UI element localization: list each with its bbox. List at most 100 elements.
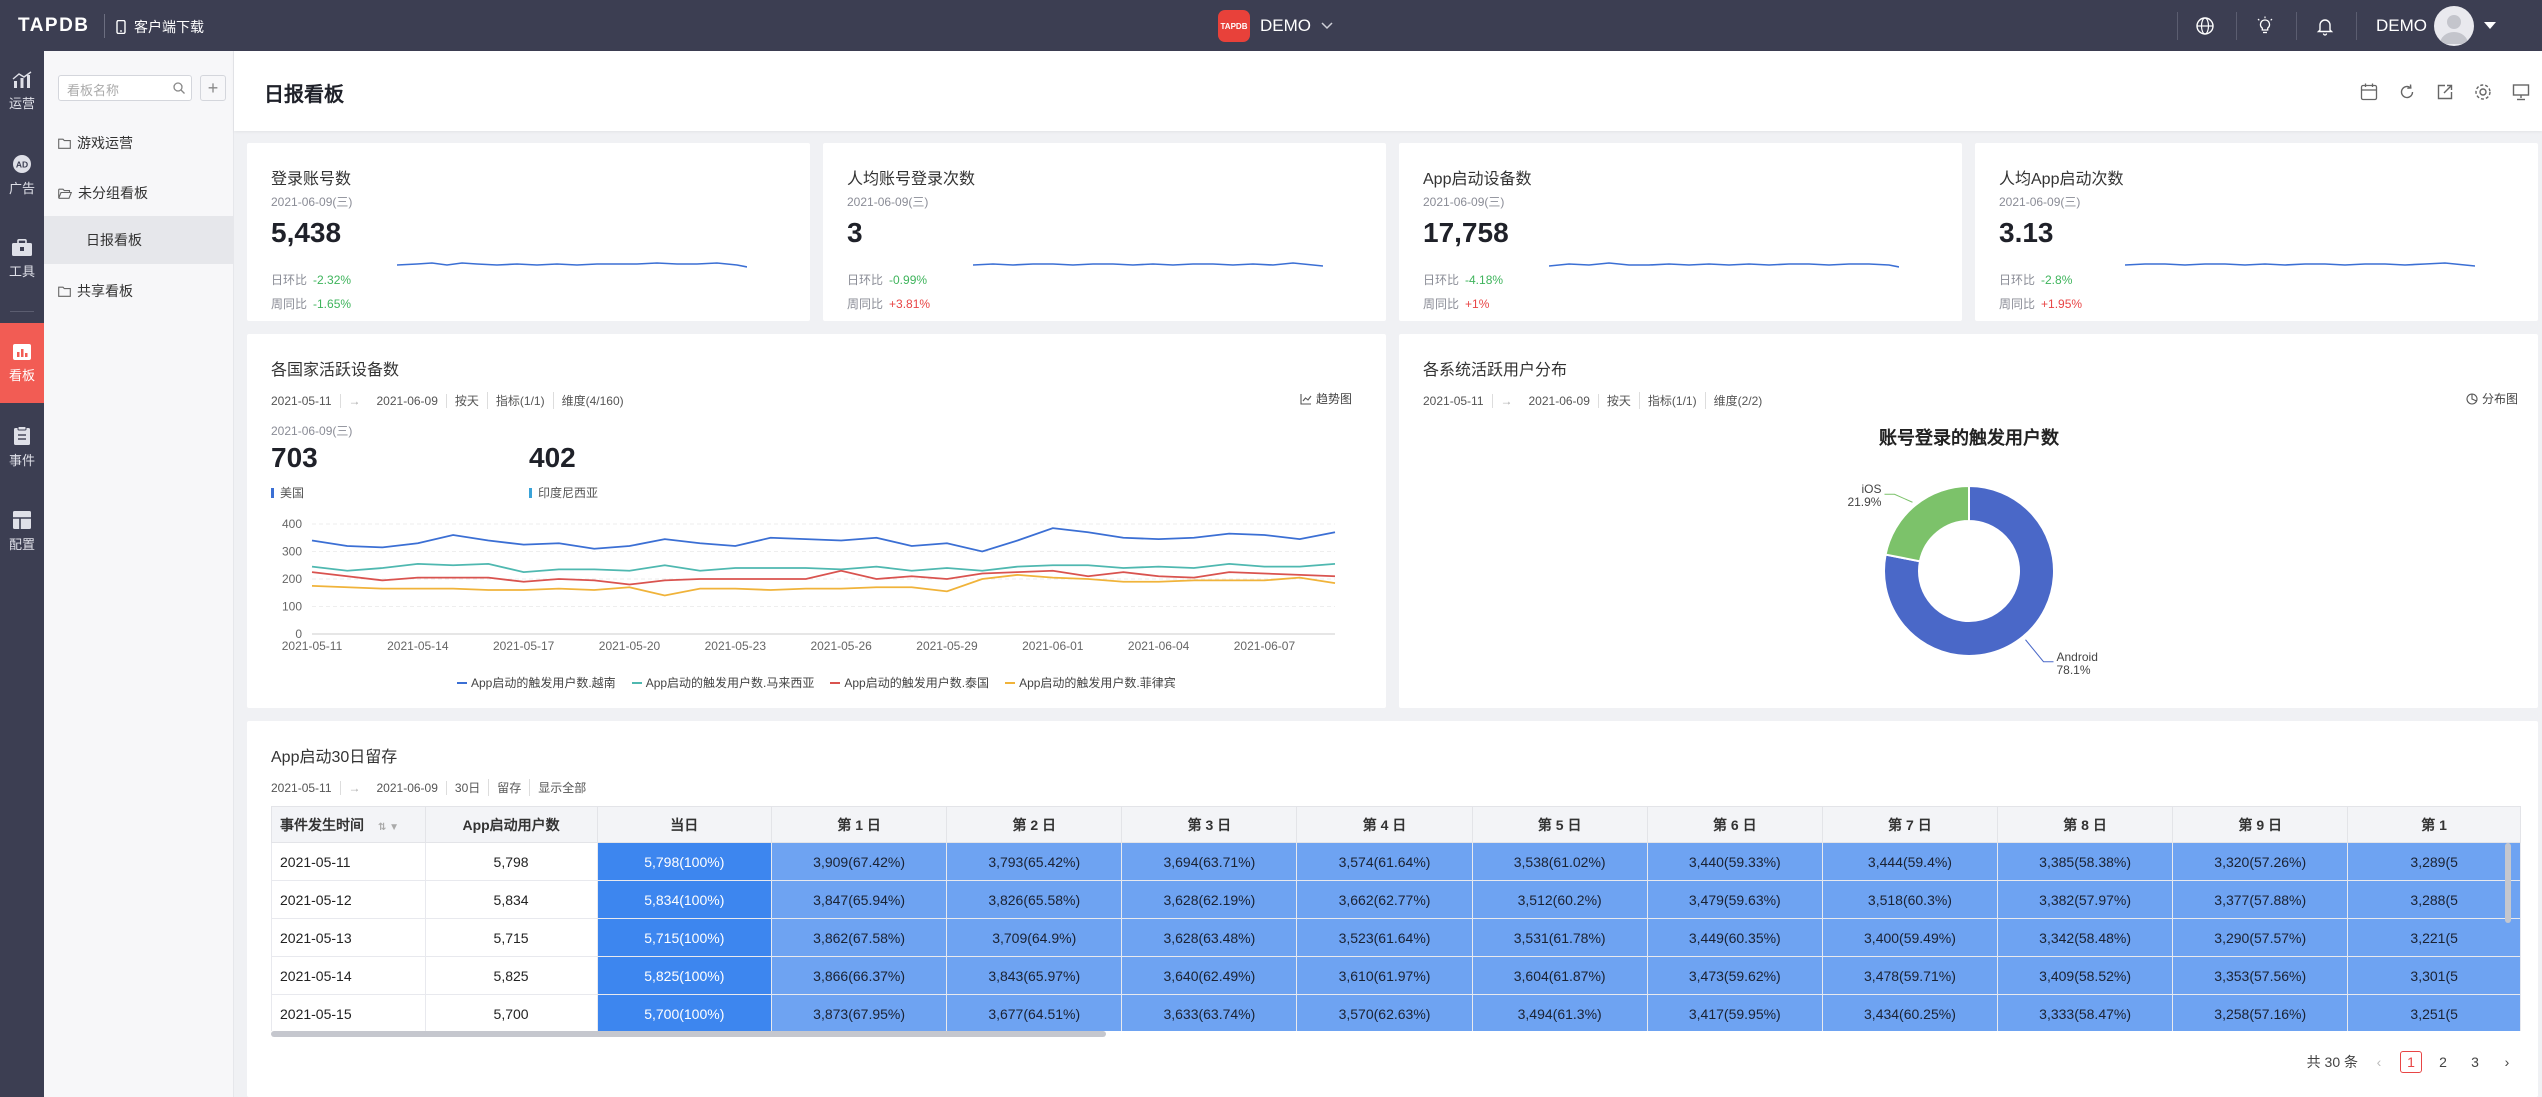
add-board-button[interactable]: + (200, 75, 226, 101)
highlight-value: 402 (529, 442, 576, 473)
y-tick-label: 300 (282, 545, 302, 559)
kpi-date: 2021-06-09(三) (1423, 195, 1505, 209)
pie-title: 账号登录的触发用户数 (1879, 427, 2060, 448)
cell-retention: 3,604(61.87%) (1471, 956, 1648, 995)
user-name[interactable]: DEMO (2376, 16, 2427, 35)
filter-bar: 2021-05-11 → 2021-06-09 按天 指标(1/1) 维度(4/… (271, 392, 632, 409)
legend-item[interactable]: App启动的触发用户数.马来西亚 (631, 674, 814, 691)
vertical-scrollbar[interactable] (2505, 843, 2511, 923)
board-search-input[interactable]: 看板名称 (58, 75, 192, 101)
cell-retention: 3,417(59.95%) (1646, 994, 1823, 1031)
cell-retention: 3,610(61.97%) (1296, 956, 1473, 995)
cell-retention: 3,290(57.57%) (2172, 918, 2349, 957)
cell-users: 5,798 (424, 842, 598, 881)
y-tick-label: 200 (282, 572, 302, 586)
dimension-select[interactable]: 维度(2/2) (1713, 394, 1763, 408)
cell-retention: 3,221(5 (2347, 918, 2521, 957)
folder-game-ops[interactable]: 游戏运营 (58, 131, 133, 155)
cell-date: 2021-05-13 (271, 918, 426, 957)
lightbulb-icon[interactable] (2252, 13, 2278, 39)
settings-icon[interactable] (2473, 82, 2493, 102)
date-start[interactable]: 2021-05-11 (271, 393, 341, 408)
nav-item-boards[interactable]: 看板 (0, 323, 44, 403)
date-end[interactable]: 2021-06-09 (369, 393, 447, 408)
folder-label: 游戏运营 (77, 135, 133, 151)
cell-retention: 3,385(58.38%) (1997, 842, 2174, 881)
legend-item[interactable]: App启动的触发用户数.泰国 (830, 674, 989, 691)
show-all-toggle[interactable]: 显示全部 (538, 781, 587, 795)
days-select[interactable]: 30日 (447, 779, 490, 796)
cell-users: 5,700 (424, 994, 598, 1031)
calendar-icon[interactable] (2359, 82, 2379, 102)
nav-label: 事件 (8, 452, 35, 468)
date-start[interactable]: 2021-05-11 (1423, 393, 1493, 408)
avatar[interactable] (2434, 6, 2474, 46)
pie-leader-line (2025, 639, 2054, 663)
column-header-date[interactable]: 事件发生时间 ⇅ ▼ (271, 806, 426, 843)
present-icon[interactable] (2511, 82, 2531, 102)
kpi-wow: 周同比 +1% (1423, 297, 1490, 311)
page-2-button[interactable]: 2 (2439, 1054, 2447, 1070)
kpi-date: 2021-06-09(三) (1999, 195, 2081, 209)
board-item-daily[interactable]: 日报看板 (44, 216, 234, 264)
sort-filter-icon[interactable]: ⇅ ▼ (378, 821, 400, 833)
page-3-button[interactable]: 3 (2471, 1054, 2479, 1070)
distribution-chart-button[interactable]: 分布图 (2466, 390, 2518, 407)
legend-item[interactable]: App启动的触发用户数.越南 (457, 674, 616, 691)
dimension-select[interactable]: 维度(4/160) (561, 394, 624, 408)
table-row: 2021-05-14 5,825 5,825(100%) 3,866(66.37%) 3… (271, 956, 2521, 995)
retention-card: App启动30日留存 2021-05-11 → 2021-06-09 30日 留… (247, 721, 2538, 1097)
bell-icon[interactable] (2312, 13, 2338, 39)
date-end[interactable]: 2021-06-09 (1521, 393, 1599, 408)
metric-select[interactable]: 指标(1/1) (488, 392, 554, 409)
page-1-button[interactable]: 1 (2400, 1051, 2422, 1073)
divider (104, 14, 105, 38)
cell-retention: 3,633(63.74%) (1121, 994, 1298, 1031)
main-header: 日报看板 (234, 51, 2542, 131)
retention-table-wrap: 事件发生时间 ⇅ ▼ App启动用户数 当日第 1 日第 2 日第 3 日第 4 日第… (271, 806, 2521, 1031)
folder-shared[interactable]: 共享看板 (58, 279, 133, 303)
app-switcher[interactable]: TAPDB DEMO (1218, 10, 1333, 42)
type-select[interactable]: 留存 (489, 779, 531, 796)
next-page-button[interactable]: › (2504, 1054, 2510, 1070)
cell-retention: 3,640(62.49%) (1121, 956, 1298, 995)
legend-item[interactable]: App启动的触发用户数.菲律宾 (1005, 674, 1176, 691)
trend-chart-button[interactable]: 趋势图 (1300, 390, 1352, 407)
kpi-title: 登录账号数 (271, 171, 352, 188)
client-download-link[interactable]: 客户端下载 (116, 17, 204, 37)
refresh-icon[interactable] (2397, 82, 2417, 102)
export-icon[interactable] (2435, 82, 2455, 102)
cell-date: 2021-05-15 (271, 994, 426, 1031)
kpi-wow: 周同比 +1.95% (1999, 297, 2083, 311)
prev-page-button[interactable]: ‹ (2376, 1054, 2382, 1070)
tapdb-logo[interactable]: TAPDB (18, 15, 90, 36)
caret-down-icon[interactable] (2484, 22, 2496, 30)
nav-item-events[interactable]: 事件 (0, 407, 44, 487)
folder-label: 未分组看板 (78, 185, 148, 201)
highlight-value: 703 (271, 442, 318, 473)
cell-retention: 5,825(100%) (596, 956, 773, 995)
date-start[interactable]: 2021-05-11 (271, 780, 341, 795)
horizontal-scrollbar[interactable] (271, 1031, 1106, 1037)
kpi-sparkline (1549, 262, 1899, 268)
nav-item-operations[interactable]: 运营 (0, 51, 44, 131)
nav-item-tools[interactable]: 工具 (0, 219, 44, 299)
kpi-dod: 日环比 -4.18% (1423, 273, 1504, 287)
divider (2296, 12, 2297, 40)
folder-ungrouped[interactable]: 未分组看板 (58, 181, 148, 205)
date-end[interactable]: 2021-06-09 (369, 780, 447, 795)
granularity-select[interactable]: 按天 (1599, 392, 1640, 409)
metric-select[interactable]: 指标(1/1) (1640, 392, 1706, 409)
granularity-select[interactable]: 按天 (447, 392, 488, 409)
divider (10, 311, 34, 312)
pie-slice (1884, 484, 1970, 563)
kpi-value: 5,438 (271, 217, 342, 248)
page-title: 日报看板 (264, 84, 344, 106)
nav-item-ads[interactable]: AD 广告 (0, 135, 44, 215)
kpi-value: 3 (847, 217, 863, 248)
clipboard-icon (14, 425, 30, 445)
cell-retention: 3,288(5 (2347, 880, 2521, 919)
cell-retention: 5,715(100%) (596, 918, 773, 957)
nav-item-config[interactable]: 配置 (0, 491, 44, 571)
globe-icon[interactable] (2192, 13, 2218, 39)
